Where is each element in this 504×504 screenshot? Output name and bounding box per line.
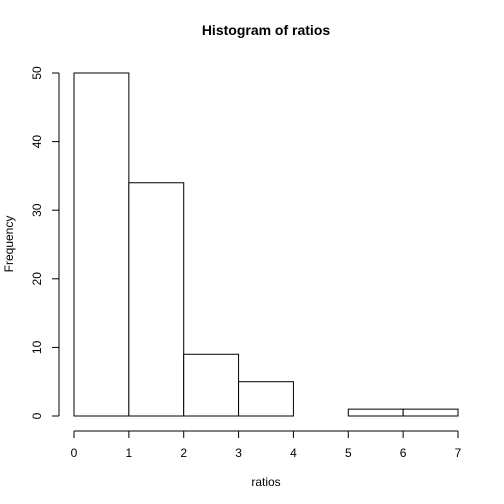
x-tick-label: 3 bbox=[235, 446, 242, 460]
y-tick-label: 30 bbox=[30, 203, 44, 217]
x-tick-label: 2 bbox=[180, 446, 187, 460]
y-tick-label: 40 bbox=[30, 135, 44, 149]
y-tick-label: 0 bbox=[30, 412, 44, 419]
x-axis: 0 1 2 3 4 5 6 7 bbox=[71, 430, 462, 460]
histogram-bar-2-3 bbox=[183, 353, 240, 417]
x-tick-label: 0 bbox=[71, 446, 78, 460]
histogram-bar-0-1 bbox=[73, 72, 130, 417]
y-tick-label: 10 bbox=[30, 340, 44, 354]
y-tick-label: 20 bbox=[30, 272, 44, 286]
histogram-bar-3-4 bbox=[238, 381, 294, 417]
bars-group bbox=[73, 72, 459, 417]
y-axis: 0 10 20 30 40 50 bbox=[30, 66, 60, 419]
x-axis-label: ratios bbox=[251, 475, 280, 489]
y-axis-label: Frequency bbox=[2, 216, 16, 273]
chart-title: Histogram of ratios bbox=[202, 22, 331, 38]
histogram-bar-5-6 bbox=[347, 408, 404, 417]
x-tick-label: 4 bbox=[290, 446, 297, 460]
histogram-bar-1-2 bbox=[128, 182, 185, 417]
x-tick-label: 7 bbox=[455, 446, 462, 460]
histogram-bar-6-7 bbox=[402, 408, 459, 417]
x-tick-label: 5 bbox=[345, 446, 352, 460]
x-tick-label: 6 bbox=[400, 446, 407, 460]
y-tick-label: 50 bbox=[30, 66, 44, 80]
x-tick-label: 1 bbox=[126, 446, 133, 460]
